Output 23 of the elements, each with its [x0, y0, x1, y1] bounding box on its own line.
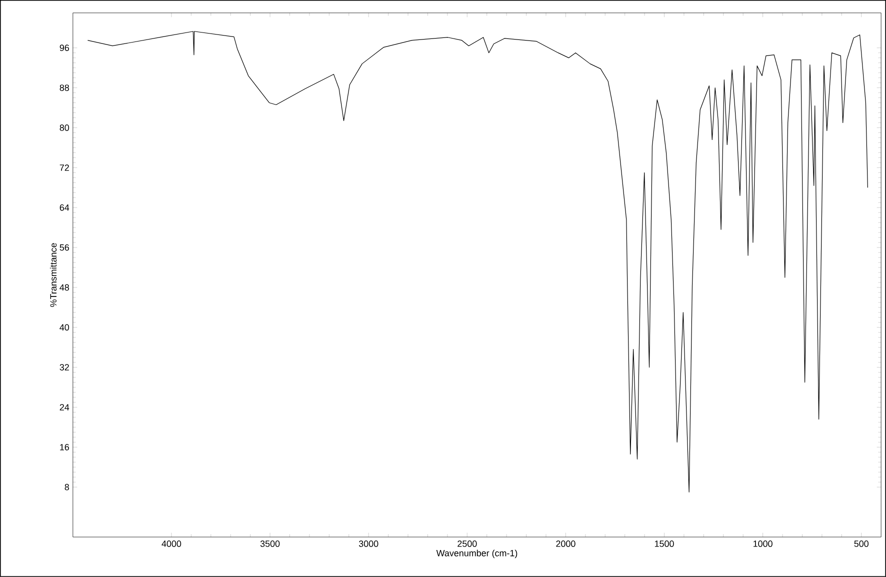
y-tick-label: 96: [60, 44, 69, 52]
y-tick-label: 16: [60, 444, 69, 450]
x-tick-label: 500: [854, 540, 869, 547]
y-tick-label: 72: [60, 164, 69, 171]
y-tick-label: 56: [60, 244, 69, 251]
x-tick-label: 2500: [458, 540, 477, 547]
x-tick-label: 3500: [260, 540, 280, 547]
x-tick-label: 4000: [162, 540, 182, 547]
y-tick-label: 80: [60, 124, 70, 131]
line-series: [87, 31, 868, 492]
y-tick-label: 32: [60, 364, 69, 371]
x-tick-label: 1500: [654, 540, 674, 547]
y-tick-label: 8: [64, 484, 69, 490]
y-tick-label: 40: [60, 324, 70, 331]
x-tick-label: 3000: [358, 540, 378, 547]
x-tick-label: 2000: [556, 540, 576, 547]
y-tick-label: 64: [60, 204, 70, 211]
x-axis-title: Wavenumber (cm-1): [436, 550, 518, 558]
y-tick-label: 88: [60, 84, 69, 91]
x-tick-label: 1000: [754, 540, 772, 547]
y-tick-label: 48: [60, 284, 69, 291]
y-axis-title: %Transmittance: [50, 243, 57, 307]
y-tick-label: 24: [60, 404, 70, 410]
